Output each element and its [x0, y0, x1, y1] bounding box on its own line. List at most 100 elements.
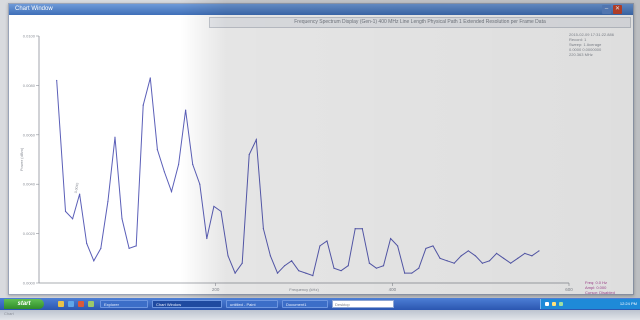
search-input[interactable]: Desktop [332, 300, 394, 308]
data-point [397, 245, 399, 247]
data-point [56, 79, 58, 82]
x-tick-label: 400 [389, 287, 397, 292]
data-point [481, 262, 484, 264]
data-point [185, 109, 187, 111]
x-axis-label: Frequency (kHz) [289, 287, 319, 292]
data-point [283, 265, 286, 267]
security-icon[interactable] [559, 302, 563, 306]
data-point [404, 272, 406, 274]
data-point [326, 240, 328, 242]
data-point [488, 260, 491, 262]
data-point [248, 153, 250, 156]
data-point [86, 242, 88, 245]
minimize-button[interactable]: – [602, 5, 611, 14]
series-line [56, 77, 540, 277]
data-point [298, 270, 300, 272]
folder-icon[interactable] [58, 301, 64, 307]
data-point [170, 191, 173, 193]
data-point [255, 139, 257, 141]
data-point [425, 247, 427, 250]
data-point [354, 228, 356, 230]
data-point [418, 267, 420, 269]
data-point [71, 218, 74, 220]
y-axis-label: Power (dBm) [19, 147, 24, 171]
data-point [114, 136, 116, 138]
data-point [333, 267, 335, 269]
data-point [439, 257, 441, 259]
data-point [156, 149, 158, 151]
data-point [107, 200, 109, 203]
data-point [206, 237, 208, 240]
x-tick-label: 600 [565, 287, 573, 292]
data-point [142, 104, 144, 106]
data-point [269, 255, 272, 257]
window-titlebar[interactable]: Chart Window – ✕ [9, 4, 633, 15]
data-annotation: 0.0045 [74, 182, 80, 193]
data-point [368, 262, 370, 264]
taskbar-item[interactable]: Document1 [282, 300, 328, 308]
data-point [432, 245, 434, 247]
data-point [234, 272, 236, 274]
data-point [199, 183, 201, 185]
data-point [291, 260, 293, 262]
chart-window: Chart Window – ✕ Frequency Spectrum Disp… [8, 3, 634, 295]
screen-reflection: Chart [0, 310, 640, 320]
data-point [305, 272, 307, 274]
data-point [361, 228, 363, 230]
info-line: Record: 1 [569, 37, 587, 42]
data-point [149, 77, 151, 79]
data-point [276, 272, 279, 274]
network-icon[interactable] [545, 302, 549, 306]
data-point [213, 205, 215, 208]
taskbar-item[interactable]: untitled - Paint [226, 300, 278, 308]
data-point [453, 262, 455, 264]
y-tick-label: 0.0040 [23, 182, 36, 187]
y-tick-label: 0.0080 [23, 83, 36, 88]
data-point [524, 252, 526, 254]
taskbar-item[interactable]: Chart Window [152, 300, 222, 308]
data-point [135, 245, 137, 247]
window-title: Chart Window [15, 6, 53, 12]
volume-icon[interactable] [552, 302, 556, 306]
data-point [389, 237, 392, 240]
media-icon[interactable] [78, 301, 84, 307]
data-point [495, 252, 498, 254]
clock[interactable]: 12:24 PM [619, 301, 637, 306]
data-point [411, 272, 413, 274]
cursor-line: Cursor: Disabled [585, 290, 615, 295]
start-button[interactable]: start [4, 299, 44, 309]
data-point [64, 210, 67, 212]
data-point [375, 267, 378, 269]
app-icon[interactable] [88, 301, 94, 307]
data-point [460, 255, 462, 257]
spectrum-chart: 0.0000 0.0020 0.0040 0.0060 0.0080 0.0100 200 4… [19, 34, 573, 293]
y-tick-label: 0.0060 [23, 132, 36, 137]
info-line: Sweep: 1 Average [569, 42, 602, 47]
data-point [347, 265, 349, 267]
chart-header: Frequency Spectrum Display (Gen-1) 400 M… [209, 17, 631, 28]
info-line: 2015-02-09 17:31:22.886 [569, 32, 614, 37]
data-point [220, 210, 222, 212]
data-point [227, 255, 229, 257]
data-point [163, 171, 166, 173]
x-tick-label: 200 [212, 287, 220, 292]
info-line: 0.0000 0.0000000 [569, 47, 602, 52]
taskbar-item[interactable]: Explorer [100, 300, 148, 308]
data-point [121, 218, 123, 220]
system-tray: 12:24 PM [540, 299, 640, 309]
data-point [100, 247, 102, 250]
info-line: 220.363 MHz [569, 52, 593, 57]
data-point [340, 270, 342, 272]
cursor-line: Ampl: 0.000 [585, 285, 607, 290]
close-button[interactable]: ✕ [613, 5, 622, 14]
browser-icon[interactable] [68, 301, 74, 307]
chart-info: 2015-02-09 17:31:22.886 Record: 1 Sweep:… [569, 32, 631, 57]
y-tick-label: 0.0020 [23, 231, 36, 236]
data-point [319, 245, 321, 247]
y-tick-label: 0.0100 [23, 34, 36, 39]
data-point [79, 193, 81, 195]
cursor-readout: Freq: 0.0 Hz Ampl: 0.000 Cursor: Disable… [585, 280, 631, 295]
data-point [517, 257, 519, 259]
data-point [128, 247, 130, 250]
reflection-label: Chart [4, 311, 14, 316]
